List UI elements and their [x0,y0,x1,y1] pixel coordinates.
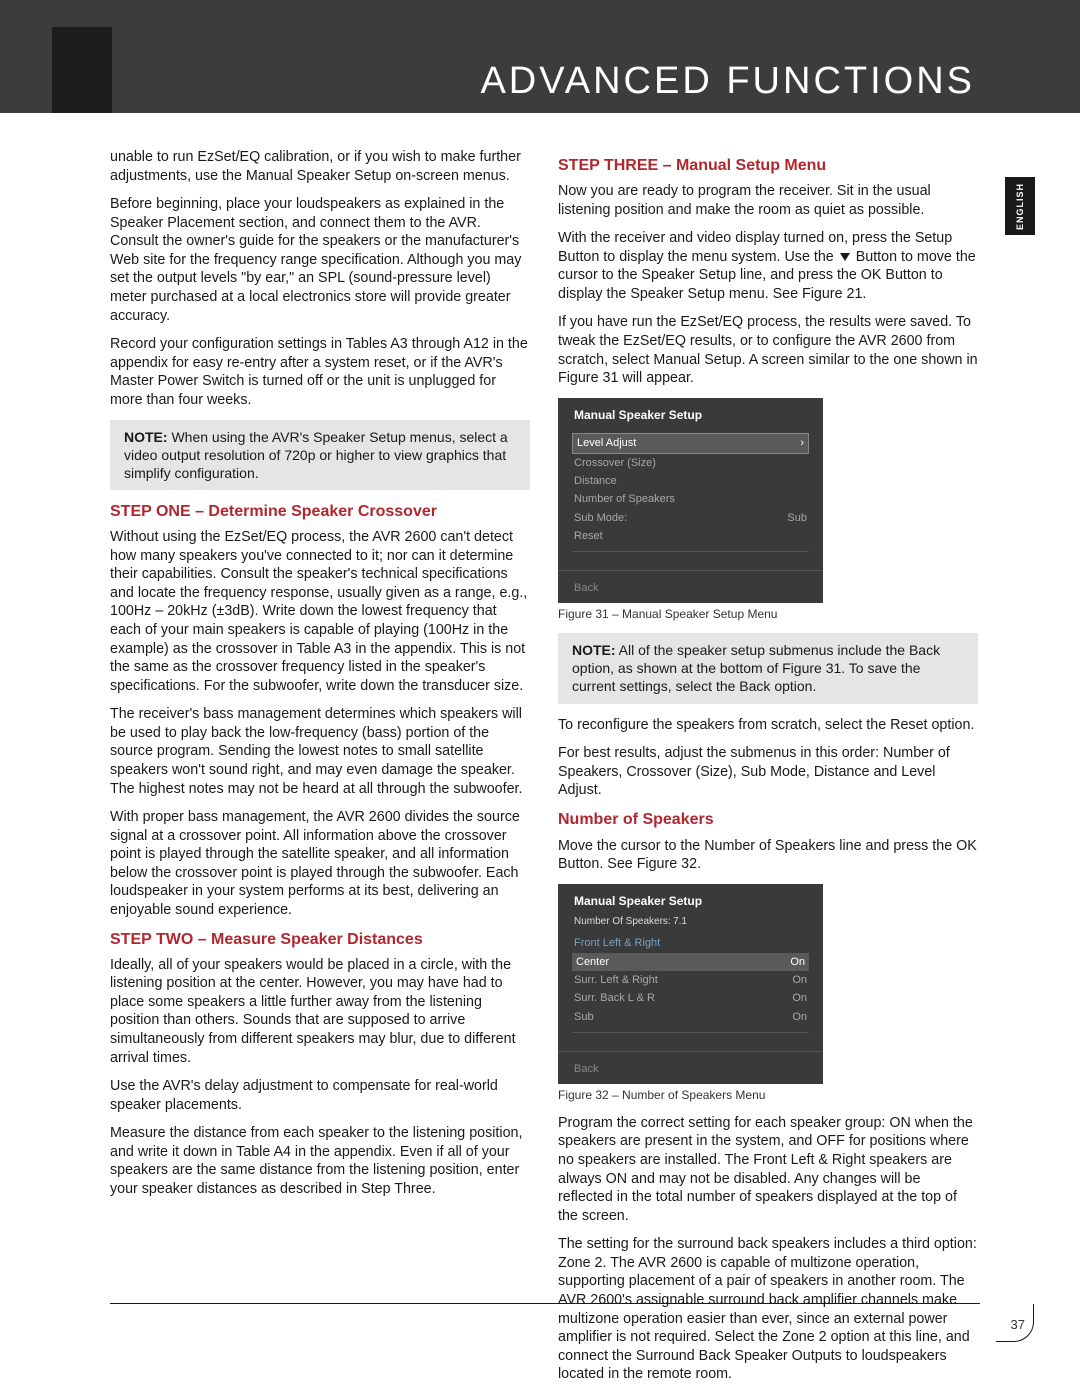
intro-p1: unable to run EzSet/EQ calibration, or i… [110,148,530,185]
step3-p3: If you have run the EzSet/EQ process, th… [558,313,978,387]
step1-p3: With proper bass management, the AVR 260… [110,808,530,919]
right-column: STEP THREE – Manual Setup Menu Now you a… [558,148,978,1394]
fig31-row-1: Crossover (Size) [558,454,823,472]
page-header-title: ADVANCED FUNCTIONS [480,60,975,103]
fig31-row-3: Number of Speakers [558,490,823,508]
fig32-row-2: Surr. Left & Right On [558,971,823,989]
fig31-row0-value: › [800,436,804,450]
step-one-heading: STEP ONE – Determine Speaker Crossover [110,502,530,522]
fig32-caption: Figure 32 – Number of Speakers Menu [558,1088,978,1104]
content-area: unable to run EzSet/EQ calibration, or i… [110,148,980,1394]
fig31-row4-label: Sub Mode: [574,511,627,525]
step3-p5: For best results, adjust the submenus in… [558,744,978,800]
number-of-speakers-heading: Number of Speakers [558,810,978,831]
fig32-row3-value: On [792,991,807,1005]
fig31-row5-label: Reset [574,529,603,543]
fig32-row-1: Center On [572,953,809,971]
step1-p2: The receiver's bass management determine… [110,705,530,798]
fig32-row-0: Front Left & Right [558,934,823,952]
fig31-back: Back [558,570,823,595]
fig32-row-3: Surr. Back L & R On [558,989,823,1007]
page-number: 37 [1011,1317,1025,1332]
numspk-p2: Program the correct setting for each spe… [558,1114,978,1225]
fig32-row-4: Sub On [558,1008,823,1026]
step2-p1: Ideally, all of your speakers would be p… [110,956,530,1067]
fig32-row2-label: Surr. Left & Right [574,973,658,987]
fig32-row0-label: Front Left & Right [574,936,660,950]
step-two-heading: STEP TWO – Measure Speaker Distances [110,930,530,950]
fig32-row3-label: Surr. Back L & R [574,991,655,1005]
intro-p2: Before beginning, place your loudspeaker… [110,195,530,325]
figure-32: Manual Speaker Setup Number Of Speakers:… [558,884,823,1084]
note2-label: NOTE: [572,642,616,658]
step2-p2: Use the AVR's delay adjustment to compen… [110,1077,530,1114]
fig31-row2-label: Distance [574,474,617,488]
intro-p3: Record your configuration settings in Ta… [110,335,530,409]
numspk-p3: The setting for the surround back speake… [558,1235,978,1384]
note1-label: NOTE: [124,429,168,445]
note-box-1: NOTE: When using the AVR's Speaker Setup… [110,420,530,491]
step-three-heading: STEP THREE – Manual Setup Menu [558,156,978,176]
numspk-p1: Move the cursor to the Number of Speaker… [558,837,978,874]
fig31-row-2: Distance [558,472,823,490]
fig32-back: Back [558,1051,823,1076]
down-arrow-icon [840,253,850,261]
step3-p2: With the receiver and video display turn… [558,229,978,303]
step3-p4: To reconfigure the speakers from scratch… [558,716,978,735]
header-left-block [52,27,112,113]
fig31-title: Manual Speaker Setup [558,408,823,428]
left-column: unable to run EzSet/EQ calibration, or i… [110,148,530,1394]
fig32-row1-value: On [790,955,805,969]
fig31-row0-label: Level Adjust [577,436,636,450]
fig32-subtitle-l: Number Of Speakers: [574,915,671,928]
note2-text: All of the speaker setup submenus includ… [572,642,940,694]
fig31-row1-label: Crossover (Size) [574,456,656,470]
fig32-row4-value: On [792,1010,807,1024]
fig32-subtitle-r: 7.1 [673,915,687,928]
footer-rule [110,1303,980,1304]
note1-text: When using the AVR's Speaker Setup menus… [124,429,508,481]
fig31-row4-value: Sub [787,511,807,525]
fig31-row3-label: Number of Speakers [574,492,675,506]
language-tab: ENGLISH [1005,177,1035,235]
fig32-title: Manual Speaker Setup [558,894,823,914]
fig32-row4-label: Sub [574,1010,594,1024]
note-box-2: NOTE: All of the speaker setup submenus … [558,633,978,704]
header-band: ADVANCED FUNCTIONS [0,0,1080,113]
fig31-caption: Figure 31 – Manual Speaker Setup Menu [558,607,978,623]
step3-p1: Now you are ready to program the receive… [558,182,978,219]
fig31-row-0: Level Adjust › [572,433,809,453]
fig31-row-5: Reset [558,527,823,545]
step1-p1: Without using the EzSet/EQ process, the … [110,528,530,695]
fig32-row2-value: On [792,973,807,987]
fig31-row-4: Sub Mode: Sub [558,509,823,527]
fig32-row1-label: Center [576,955,609,969]
figure-31: Manual Speaker Setup Level Adjust › Cros… [558,398,823,604]
fig32-subtitle: Number Of Speakers: 7.1 [558,913,823,930]
step2-p3: Measure the distance from each speaker t… [110,1124,530,1198]
